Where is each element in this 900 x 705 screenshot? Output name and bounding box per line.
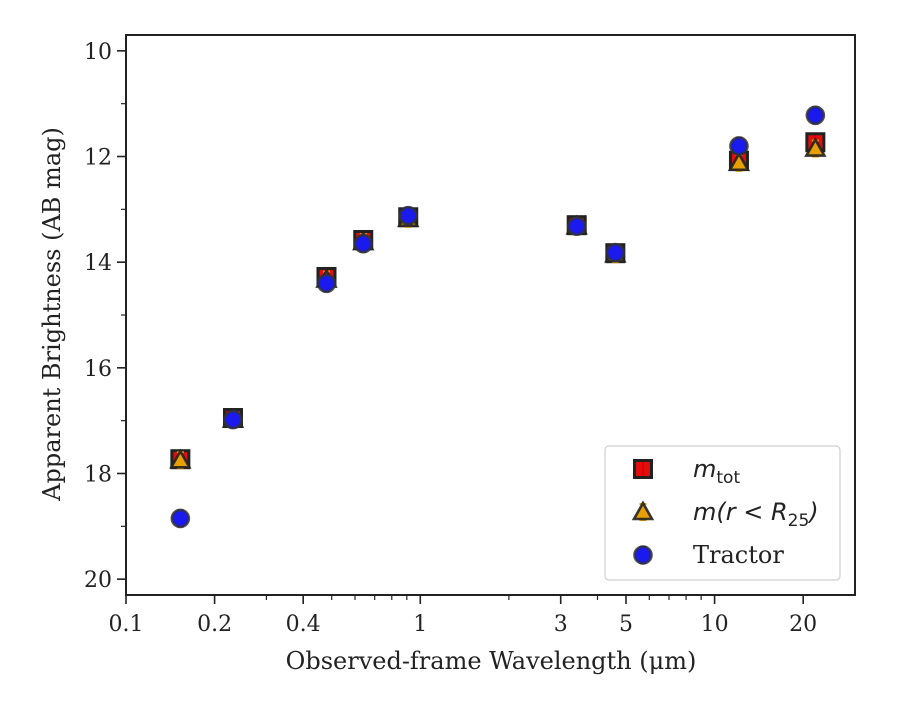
data-point-circle [316,273,337,294]
data-point-triangle [169,448,192,470]
legend-label: Tractor [693,541,784,569]
y-tick-label: 20 [84,568,112,593]
x-tick-label: 10 [701,612,729,637]
series-triangle [169,136,827,470]
x-tick-label: 1 [413,612,427,637]
data-point-circle [223,409,243,430]
x-axis-label: Observed-frame Wavelength (μm) [286,647,697,675]
legend-marker-circle [633,545,653,565]
y-tick-label: 10 [84,40,112,65]
data-point-triangle [804,136,827,158]
data-point-circle [170,508,191,529]
legend-marker-square [633,459,653,479]
legend-label: m(r < R25) [693,498,819,531]
x-tick-label: 0.1 [109,612,144,637]
y-tick-label: 14 [84,251,112,276]
x-tick-label: 5 [619,612,633,637]
y-tick-label: 12 [84,146,112,171]
data-point-circle [729,136,749,156]
data-point-circle [566,216,587,237]
x-tick-label: 3 [554,612,568,637]
data-point-circle [805,105,826,126]
legend-box [604,445,841,581]
x-tick-label: 0.4 [286,612,321,637]
y-axis-label: Apparent Brightness (AB mag) [38,127,66,502]
series-square [170,132,826,470]
x-tick-label: 0.2 [197,612,232,637]
data-point-circle [398,205,419,226]
data-markers [169,105,827,529]
legend-marker-triangle [631,500,655,521]
legend: mtot m(r < R25) Tractor [604,445,841,581]
x-tick-label: 20 [789,612,817,637]
series-circle [170,105,826,529]
x-axis: 0.1 0.2 0.4 1 3 5 10 20 [109,595,817,637]
y-tick-label: 18 [84,462,112,487]
data-point-circle [605,242,626,263]
y-tick-label: 16 [84,357,112,382]
data-point-circle [353,233,374,254]
legend-label: mtot [693,455,740,488]
y-axis: 10 12 14 16 18 20 [84,40,126,593]
